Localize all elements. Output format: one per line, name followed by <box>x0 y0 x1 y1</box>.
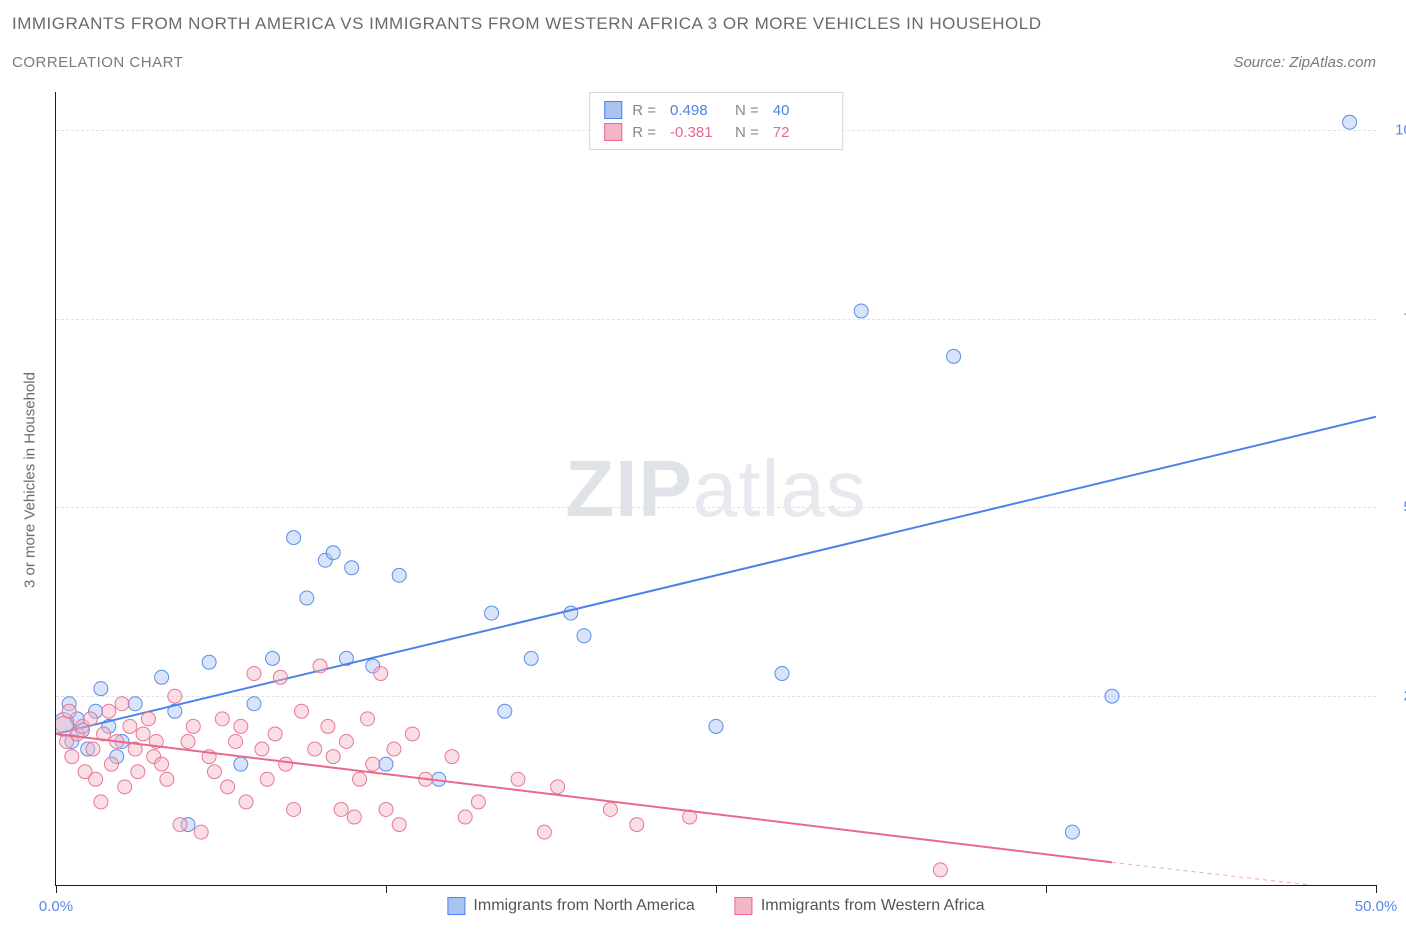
legend-r-value-na: 0.498 <box>670 102 725 119</box>
x-tick-label: 50.0% <box>1355 898 1398 915</box>
legend-swatch-wa <box>604 123 622 141</box>
legend-r-label-wa: R = <box>632 124 656 141</box>
y-tick-label: 25.0% <box>1386 688 1406 705</box>
legend-label-wa: Immigrants from Western Africa <box>761 897 985 915</box>
chart-subtitle: CORRELATION CHART <box>12 54 183 71</box>
legend-n-label-wa: N = <box>735 124 759 141</box>
legend-r-label-na: R = <box>632 102 656 119</box>
legend-item-wa: Immigrants from Western Africa <box>735 897 985 915</box>
y-tick-label: 75.0% <box>1386 310 1406 327</box>
legend-label-na: Immigrants from North America <box>473 897 694 915</box>
chart-container: IMMIGRANTS FROM NORTH AMERICA VS IMMIGRA… <box>0 0 1406 930</box>
legend-correlation: R = 0.498 N = 40 R = -0.381 N = 72 <box>589 92 843 150</box>
y-tick-label: 100.0% <box>1386 121 1406 138</box>
legend-series: Immigrants from North America Immigrants… <box>447 897 984 915</box>
legend-row-na: R = 0.498 N = 40 <box>604 99 828 121</box>
plot-area: ZIPatlas R = 0.498 N = 40 R = -0.381 N =… <box>55 92 1376 886</box>
legend-row-wa: R = -0.381 N = 72 <box>604 121 828 143</box>
chart-svg <box>56 92 1376 885</box>
legend-n-value-wa: 72 <box>773 124 828 141</box>
legend-n-value-na: 40 <box>773 102 828 119</box>
y-tick-label: 50.0% <box>1386 499 1406 516</box>
chart-title: IMMIGRANTS FROM NORTH AMERICA VS IMMIGRA… <box>12 14 1042 34</box>
legend-item-na: Immigrants from North America <box>447 897 694 915</box>
legend-swatch-na <box>604 101 622 119</box>
legend-swatch2-wa <box>735 897 753 915</box>
legend-swatch2-na <box>447 897 465 915</box>
y-axis-title: 3 or more Vehicles in Household <box>22 372 39 588</box>
legend-r-value-wa: -0.381 <box>670 124 725 141</box>
legend-n-label-na: N = <box>735 102 759 119</box>
x-tick-label: 0.0% <box>39 898 73 915</box>
chart-source: Source: ZipAtlas.com <box>1233 54 1376 71</box>
